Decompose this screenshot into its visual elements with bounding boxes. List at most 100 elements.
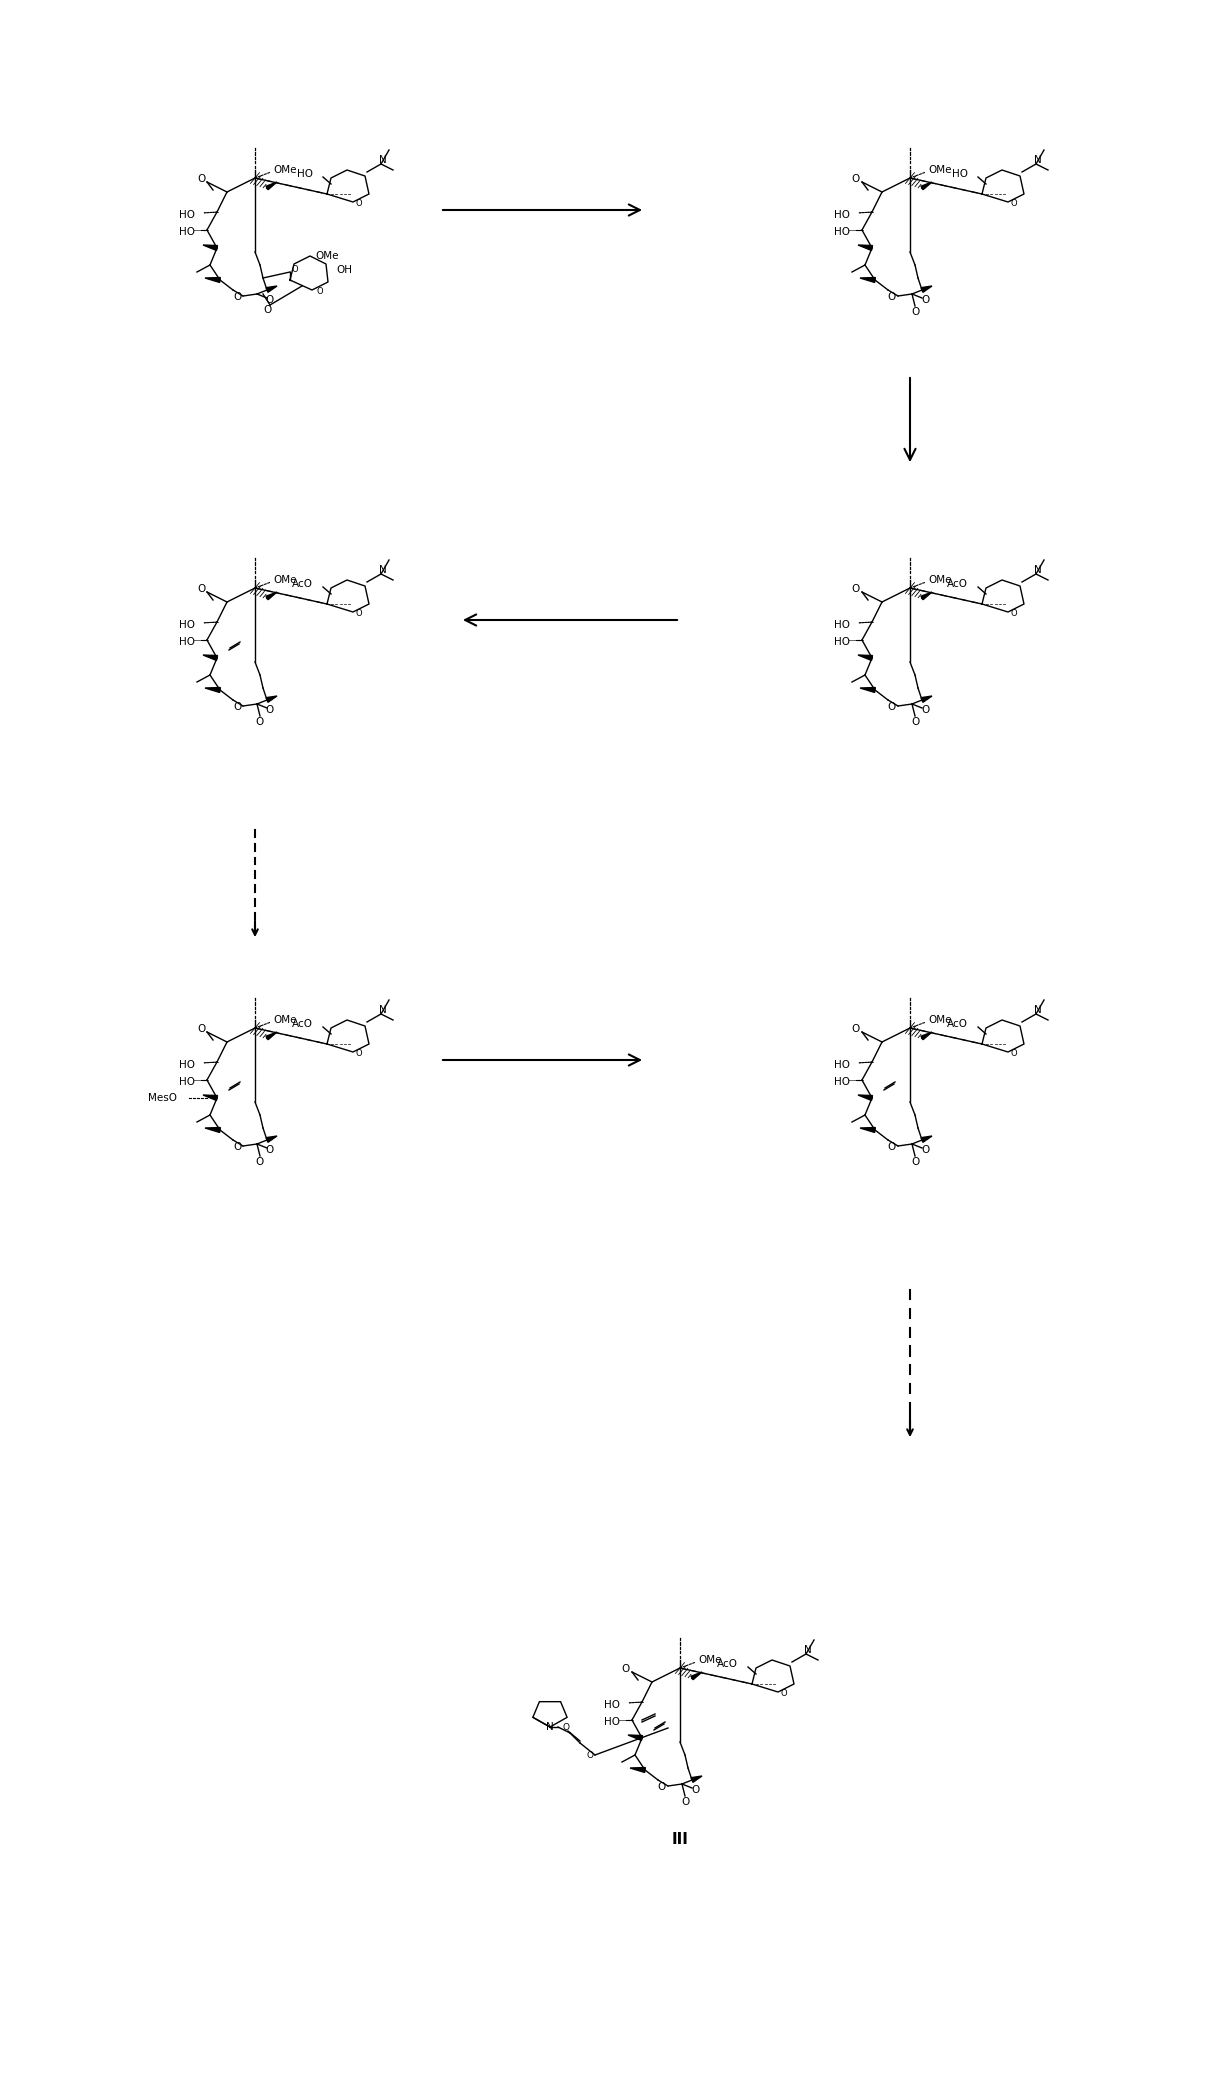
Text: O: O: [562, 1722, 569, 1732]
Text: N: N: [379, 566, 387, 576]
Text: HO: HO: [178, 1060, 195, 1071]
Text: HO: HO: [952, 169, 968, 179]
Text: AcO: AcO: [293, 578, 313, 589]
Text: OMe: OMe: [314, 250, 339, 261]
Polygon shape: [628, 1734, 642, 1741]
Text: O: O: [852, 173, 861, 184]
Text: HO: HO: [834, 637, 850, 647]
Text: O: O: [691, 1784, 699, 1795]
Polygon shape: [691, 1672, 702, 1680]
Polygon shape: [921, 593, 932, 599]
Text: O: O: [356, 1050, 362, 1058]
Text: O: O: [1011, 1050, 1017, 1058]
Polygon shape: [921, 1031, 932, 1039]
Text: O: O: [266, 1146, 274, 1154]
Text: HO: HO: [834, 1060, 850, 1071]
Text: O: O: [852, 1025, 861, 1033]
Polygon shape: [203, 1096, 217, 1100]
Text: O: O: [658, 1782, 666, 1793]
Polygon shape: [266, 182, 277, 190]
Text: O: O: [887, 1142, 896, 1152]
Text: O: O: [197, 1025, 205, 1033]
Text: HO: HO: [834, 211, 850, 219]
Text: AcO: AcO: [947, 578, 968, 589]
Text: O: O: [887, 701, 896, 712]
Text: HO: HO: [178, 227, 195, 238]
Text: HO: HO: [178, 1077, 195, 1087]
Text: OMe: OMe: [698, 1655, 721, 1665]
Text: AcO: AcO: [947, 1018, 968, 1029]
Text: O: O: [317, 288, 323, 296]
Text: OMe: OMe: [927, 1014, 952, 1025]
Text: AcO: AcO: [293, 1018, 313, 1029]
Text: O: O: [681, 1797, 690, 1807]
Polygon shape: [630, 1768, 646, 1772]
Polygon shape: [203, 655, 217, 659]
Text: O: O: [1011, 200, 1017, 209]
Polygon shape: [858, 655, 873, 659]
Text: OMe: OMe: [927, 576, 952, 584]
Text: N: N: [804, 1645, 812, 1655]
Polygon shape: [266, 286, 277, 292]
Polygon shape: [860, 687, 875, 693]
Polygon shape: [266, 593, 277, 599]
Text: N: N: [1034, 566, 1042, 576]
Text: O: O: [266, 705, 274, 716]
Text: HO: HO: [834, 1077, 850, 1087]
Text: OMe: OMe: [273, 1014, 296, 1025]
Text: N: N: [1034, 154, 1042, 165]
Text: O: O: [910, 1156, 919, 1167]
Text: O: O: [197, 173, 205, 184]
Text: OMe: OMe: [273, 576, 296, 584]
Text: OH: OH: [336, 265, 352, 275]
Text: O: O: [586, 1751, 594, 1759]
Text: O: O: [233, 1142, 242, 1152]
Text: O: O: [921, 705, 929, 716]
Text: HO: HO: [834, 620, 850, 630]
Text: O: O: [887, 292, 896, 303]
Text: O: O: [356, 609, 362, 618]
Text: O: O: [910, 718, 919, 726]
Text: N: N: [1034, 1006, 1042, 1014]
Text: HO: HO: [178, 211, 195, 219]
Text: O: O: [356, 200, 362, 209]
Text: O: O: [256, 718, 265, 726]
Text: O: O: [233, 292, 242, 303]
Text: HO: HO: [605, 1718, 620, 1728]
Text: OMe: OMe: [273, 165, 296, 175]
Polygon shape: [205, 1127, 220, 1133]
Text: O: O: [921, 1146, 929, 1154]
Text: O: O: [266, 294, 274, 305]
Text: O: O: [233, 701, 242, 712]
Text: HO: HO: [605, 1701, 620, 1709]
Text: III: III: [671, 1832, 688, 1847]
Text: O: O: [921, 294, 929, 305]
Polygon shape: [858, 1096, 873, 1100]
Text: O: O: [197, 584, 205, 595]
Text: HO: HO: [834, 227, 850, 238]
Polygon shape: [921, 1135, 932, 1142]
Text: HO: HO: [297, 169, 313, 179]
Text: N: N: [379, 154, 387, 165]
Text: O: O: [291, 265, 299, 275]
Polygon shape: [860, 278, 875, 282]
Text: O: O: [1011, 609, 1017, 618]
Polygon shape: [205, 278, 220, 282]
Text: OMe: OMe: [927, 165, 952, 175]
Polygon shape: [860, 1127, 875, 1133]
Polygon shape: [266, 1031, 277, 1039]
Text: O: O: [263, 305, 271, 315]
Text: O: O: [256, 1156, 265, 1167]
Polygon shape: [921, 286, 932, 292]
Polygon shape: [266, 695, 277, 703]
Polygon shape: [691, 1776, 702, 1782]
Text: HO: HO: [178, 620, 195, 630]
Text: MesO: MesO: [148, 1094, 177, 1104]
Polygon shape: [921, 695, 932, 703]
Polygon shape: [921, 182, 932, 190]
Polygon shape: [858, 244, 873, 250]
Polygon shape: [205, 687, 220, 693]
Text: N: N: [546, 1722, 554, 1732]
Text: O: O: [622, 1663, 630, 1674]
Text: HO: HO: [178, 637, 195, 647]
